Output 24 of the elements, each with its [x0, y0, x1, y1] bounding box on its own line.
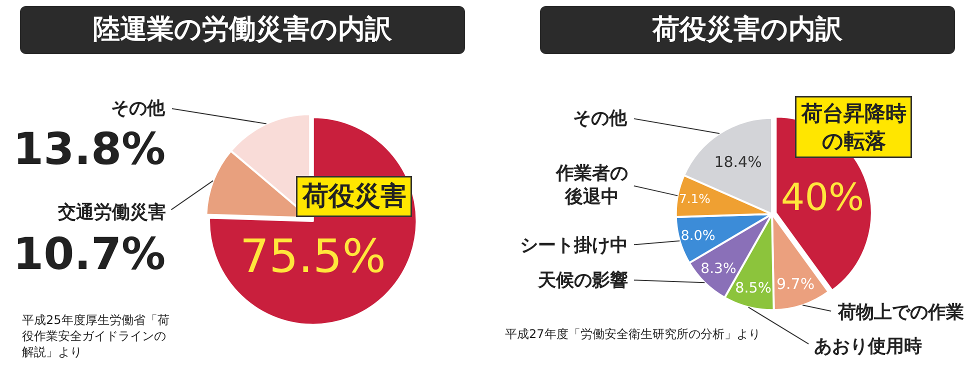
data-label: 40% — [780, 174, 864, 219]
data-label: 8.3% — [700, 261, 736, 278]
data-label: 9.7% — [776, 275, 815, 294]
slice-label: 天候の影響 — [537, 270, 628, 291]
slice-label: あおり使用時 — [814, 336, 922, 357]
slice-label: 荷役災害 — [302, 182, 406, 212]
slice-label: 荷台昇降時の転落 — [800, 102, 906, 153]
data-label: 8.5% — [735, 280, 772, 297]
text: 平成25年度厚生労働省「荷役作業安全ガイドラインの解説」より — [22, 312, 170, 360]
data-label: 75.5% — [240, 229, 386, 284]
data-label: 8.0% — [680, 228, 716, 244]
slice-label: 作業者の後退中 — [555, 163, 628, 208]
slice-label: その他 — [111, 98, 166, 119]
slice-label: その他 — [573, 108, 628, 129]
data-label: 10.7% — [13, 229, 166, 280]
text: 平成27年度「労働安全衛生研究所の分析」より — [505, 326, 762, 342]
data-label: 13.8% — [13, 124, 166, 175]
data-label: 7.1% — [678, 191, 711, 206]
slice-label: 荷物上での作業 — [837, 302, 964, 323]
chart-title: 荷役災害の内訳 — [540, 6, 955, 54]
slice-label: シート掛け中 — [520, 235, 628, 256]
chart-title: 陸運業の労働災害の内訳 — [20, 6, 465, 54]
slice-label: 交通労働災害 — [57, 202, 166, 223]
data-label: 18.4% — [714, 152, 762, 171]
